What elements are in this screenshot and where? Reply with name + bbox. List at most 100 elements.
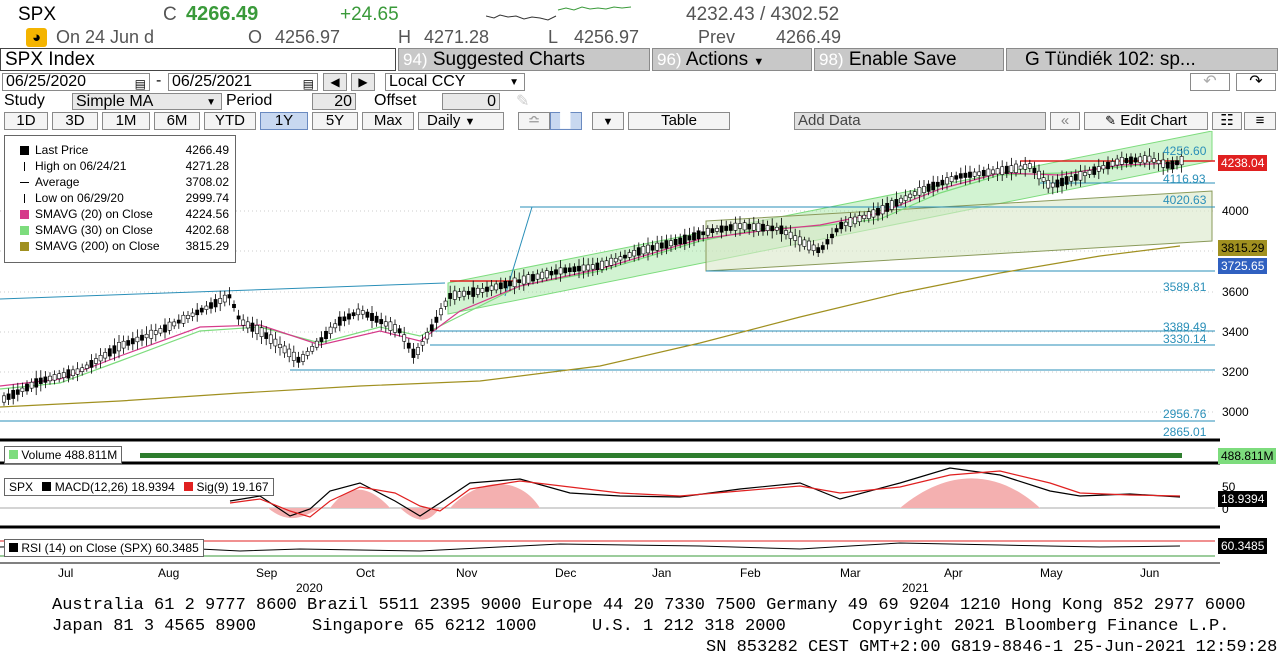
candle-body [820,245,825,250]
chart-options-button[interactable]: ≡ [1244,112,1276,130]
tab-3d[interactable]: 3D [52,112,98,130]
tab-max[interactable]: Max [362,112,414,130]
year-label: 2020 [296,581,323,595]
tab-1d[interactable]: 1D [4,112,48,130]
candle-body [347,313,351,320]
candle-body [1152,158,1156,163]
currency-select[interactable]: Local CCY ▼ [385,73,525,91]
trade-date: On 24 Jun d [56,27,155,47]
prev-period-button[interactable]: ◀ [323,73,347,91]
y-tick: 4000 [1222,204,1249,218]
candle-body [61,372,66,378]
alert-icon[interactable]: ◕ [26,28,47,47]
calendar-icon[interactable]: ▤ [302,77,314,91]
candle-body [255,324,259,335]
tab-6m[interactable]: 6M [154,112,200,130]
level-lines [0,182,1215,422]
candle-body [908,193,913,198]
candle-body [595,262,600,270]
candle-body [544,270,549,279]
candle-body [324,330,328,340]
suggested-charts-button[interactable]: 94) Suggested Charts [398,48,650,71]
candle-body [1041,177,1046,182]
candle-body [503,280,508,289]
prev-value: 4266.49 [776,27,842,47]
candle-body [756,222,761,232]
high-label: H [398,27,411,47]
offset-label: Offset [374,92,417,109]
candle-body [1133,157,1138,163]
candle-body [1069,176,1074,182]
candle-body [600,260,604,270]
sma30-line [0,160,1181,390]
tab-1y[interactable]: 1Y [260,112,308,130]
candle-body [296,356,301,363]
rsi-label-box: RSI (14) on Close (SPX) 60.3485 [4,539,204,557]
pencil-icon[interactable]: ✎ [516,93,530,110]
candle-body [761,223,765,232]
candle-body [839,221,844,230]
candle-body [646,244,650,254]
candle-body [1014,163,1018,173]
candle-body [899,197,903,204]
next-period-button[interactable]: ▶ [351,73,375,91]
candle-body [627,252,632,258]
candle-body [429,324,434,332]
candle-body [857,215,862,223]
period-field[interactable]: 20 [312,93,356,110]
chart-type-dropdown[interactable]: ▼ [592,112,624,130]
candle-body [1060,177,1064,187]
volume-bars [140,453,1182,458]
candle-body [715,227,719,232]
actions-button[interactable]: 96) Actions ▼ [652,48,812,71]
tab-1m[interactable]: 1M [102,112,150,130]
collapse-button[interactable]: « [1050,112,1080,130]
end-date-field[interactable]: 06/25/2021 ▤ [168,73,318,91]
candle-chart-button[interactable]: ▉ [550,112,582,130]
candle-body [287,348,292,358]
month-label: Apr [944,566,963,580]
tab-ytd[interactable]: YTD [204,112,256,130]
candle-body [319,337,324,342]
undo-button[interactable]: ↶ [1190,73,1230,91]
candle-body [383,321,388,327]
level-label: 3589.81 [1163,280,1207,294]
candle-body [738,223,742,229]
chevron-down-icon: ▼ [464,116,476,128]
candle-body [1115,158,1120,166]
offset-field[interactable]: 0 [442,93,500,110]
candle-body [655,242,660,251]
candle-body [540,271,545,280]
candle-body [834,228,839,233]
chart-settings-button[interactable]: ☷ [1212,112,1242,130]
edit-chart-button[interactable]: ✎ Edit Chart [1084,112,1208,130]
calendar-icon[interactable]: ▤ [134,77,146,91]
month-label: Jun [1140,566,1160,580]
security-field[interactable]: SPX Index [0,48,396,71]
add-data-field[interactable]: Add Data [794,112,1046,130]
table-button[interactable]: Table [628,112,730,130]
frequency-select[interactable]: Daily ▼ [418,112,504,130]
candle-body [273,338,278,347]
price-chart[interactable] [0,131,1278,568]
redo-button[interactable]: ↷ [1236,73,1276,91]
candle-body [995,168,1000,175]
candle-body [880,205,885,215]
candle-body [103,352,108,359]
candle-body [963,172,968,178]
chart-name-field[interactable]: G Tündiék 102: sp... [1006,48,1278,71]
line-chart-button[interactable]: ≏ [518,112,550,130]
start-date-field[interactable]: 06/25/2020 ▤ [2,73,150,91]
candle-body [379,319,384,325]
candle-body [1004,165,1009,174]
candle-body [176,319,181,324]
candle-body [227,294,232,299]
enable-save-button[interactable]: 98) Enable Save [814,48,1004,71]
tab-5y[interactable]: 5Y [312,112,358,130]
study-select[interactable]: Simple MA ▼ [72,93,222,110]
candle-body [972,171,977,177]
candle-body [485,286,489,292]
caret-down-icon: ▼ [753,56,765,68]
legend-sma20: SMAVG (20) on Close 4224.56 [5,206,235,222]
candle-body [636,247,641,256]
